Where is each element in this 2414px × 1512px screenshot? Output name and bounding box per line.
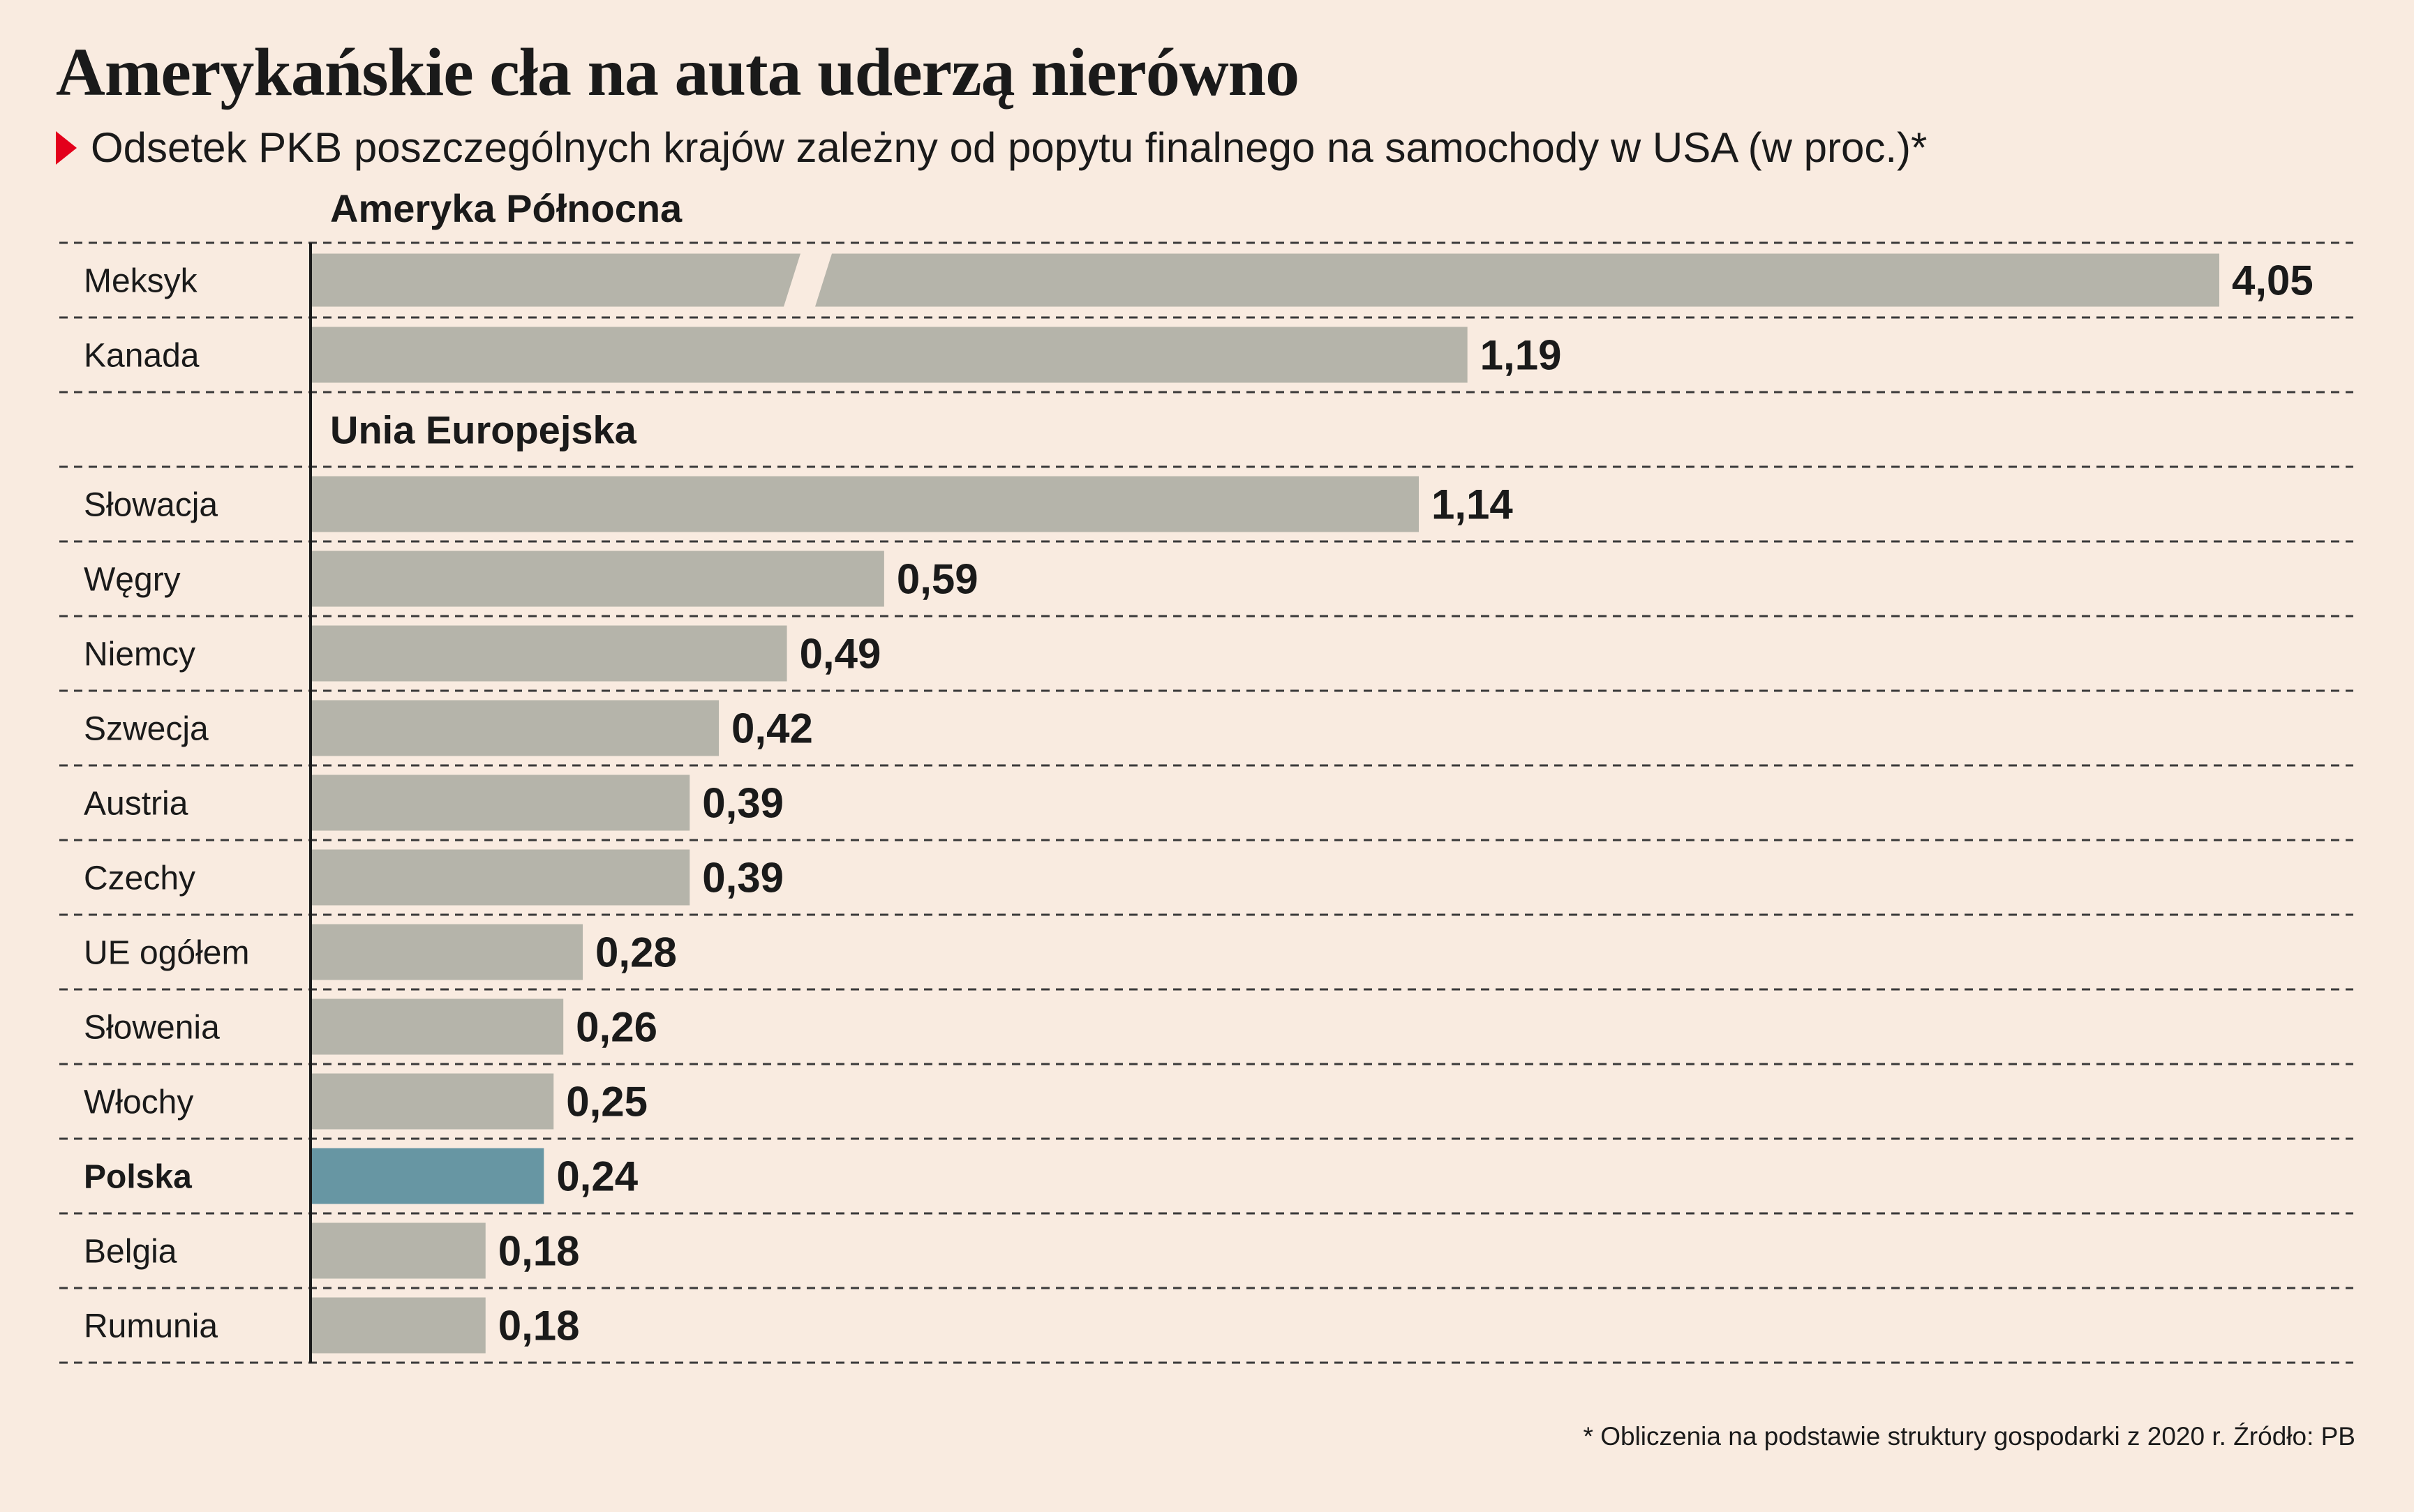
footnote: * Obliczenia na podstawie struktury gosp… xyxy=(1583,1422,2355,1451)
bar xyxy=(311,625,787,682)
bar xyxy=(311,849,690,906)
bar xyxy=(311,1222,486,1279)
value-label: 0,49 xyxy=(800,631,881,678)
category-label: Meksyk xyxy=(84,263,198,300)
bar xyxy=(311,924,583,980)
value-label: 1,19 xyxy=(1480,332,1562,379)
category-label: Niemcy xyxy=(84,636,195,673)
value-label: 0,25 xyxy=(566,1079,648,1125)
bar xyxy=(311,774,690,831)
value-label: 0,59 xyxy=(897,556,978,603)
bar xyxy=(311,998,564,1055)
category-label: Słowacja xyxy=(84,487,218,524)
bar xyxy=(311,253,800,307)
category-label: Szwecja xyxy=(84,711,209,748)
value-label: 0,26 xyxy=(576,1004,657,1051)
category-label: UE ogółem xyxy=(84,935,249,972)
value-label: 0,18 xyxy=(498,1303,580,1349)
value-label: 0,18 xyxy=(498,1228,580,1275)
value-label: 0,39 xyxy=(702,780,784,827)
triangle-marker-icon xyxy=(56,131,77,165)
category-label: Włochy xyxy=(84,1084,193,1121)
value-label: 0,39 xyxy=(702,855,784,901)
value-label: 0,28 xyxy=(595,929,677,976)
bar xyxy=(311,1148,544,1204)
bar xyxy=(311,476,1420,532)
bar-chart: Meksyk 4,05 Kanada 1,19 Unia Europejska Słowa… xyxy=(59,186,2353,1364)
chart-subtitle: Odsetek PKB poszczególnych krajów zależn… xyxy=(91,124,1928,171)
value-label: 0,24 xyxy=(556,1153,638,1200)
value-label: 1,14 xyxy=(1431,481,1513,528)
bar xyxy=(311,1073,554,1130)
value-label: 4,05 xyxy=(2232,257,2314,304)
bar xyxy=(311,700,720,756)
group-title: Ameryka Północna xyxy=(330,186,683,230)
bar xyxy=(311,551,884,607)
category-label: Słowenia xyxy=(84,1010,220,1047)
category-label: Rumunia xyxy=(84,1308,218,1345)
category-label: Polska xyxy=(84,1159,192,1196)
bar-continuation xyxy=(815,253,2219,307)
category-label: Kanada xyxy=(84,338,200,375)
bar xyxy=(311,327,1468,383)
category-label: Węgry xyxy=(84,562,181,599)
bar xyxy=(311,1297,486,1354)
subtitle-row: Odsetek PKB poszczególnych krajów zależn… xyxy=(56,120,1927,176)
value-label: 0,42 xyxy=(731,705,813,752)
category-label: Belgia xyxy=(84,1234,177,1271)
group-title: Unia Europejska xyxy=(330,408,637,452)
category-label: Austria xyxy=(84,786,188,823)
category-label: Czechy xyxy=(84,860,195,897)
chart-title: Amerykańskie cła na auta uderzą nierówno xyxy=(56,35,1299,110)
